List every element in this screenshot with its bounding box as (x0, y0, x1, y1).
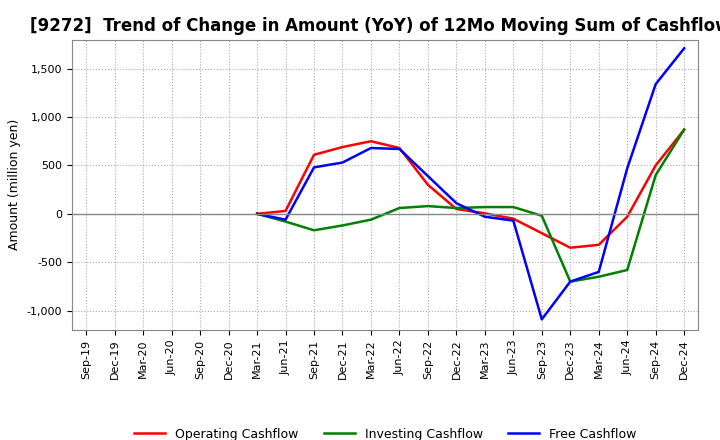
Free Cashflow (423, 173, 432, 179)
Investing Cashflow (310, 227, 318, 233)
Investing Cashflow (595, 274, 603, 279)
Title: [9272]  Trend of Change in Amount (YoY) of 12Mo Moving Sum of Cashflows: [9272] Trend of Change in Amount (YoY) o… (30, 17, 720, 35)
Free Cashflow (310, 165, 318, 170)
Line: Free Cashflow: Free Cashflow (257, 48, 684, 319)
Free Cashflow (338, 160, 347, 165)
Free Cashflow (509, 218, 518, 223)
Investing Cashflow (423, 203, 432, 209)
Operating Cashflow (423, 182, 432, 187)
Free Cashflow (253, 211, 261, 216)
Investing Cashflow (623, 268, 631, 273)
Free Cashflow (652, 81, 660, 87)
Free Cashflow (680, 46, 688, 51)
Investing Cashflow (680, 127, 688, 132)
Investing Cashflow (452, 205, 461, 211)
Investing Cashflow (282, 219, 290, 224)
Operating Cashflow (566, 245, 575, 250)
Operating Cashflow (452, 206, 461, 212)
Operating Cashflow (282, 208, 290, 213)
Operating Cashflow (366, 139, 375, 144)
Investing Cashflow (566, 279, 575, 284)
Free Cashflow (395, 147, 404, 152)
Operating Cashflow (537, 231, 546, 236)
Legend: Operating Cashflow, Investing Cashflow, Free Cashflow: Operating Cashflow, Investing Cashflow, … (129, 423, 642, 440)
Free Cashflow (623, 166, 631, 171)
Free Cashflow (480, 214, 489, 220)
Free Cashflow (452, 201, 461, 206)
Operating Cashflow (652, 163, 660, 168)
Operating Cashflow (480, 211, 489, 216)
Operating Cashflow (253, 211, 261, 216)
Operating Cashflow (310, 152, 318, 158)
Investing Cashflow (253, 211, 261, 216)
Operating Cashflow (509, 216, 518, 221)
Operating Cashflow (338, 144, 347, 150)
Investing Cashflow (366, 217, 375, 222)
Free Cashflow (537, 317, 546, 322)
Investing Cashflow (652, 172, 660, 178)
Free Cashflow (282, 217, 290, 222)
Operating Cashflow (623, 214, 631, 220)
Line: Investing Cashflow: Investing Cashflow (257, 130, 684, 282)
Investing Cashflow (509, 205, 518, 210)
Free Cashflow (595, 269, 603, 275)
Investing Cashflow (537, 213, 546, 218)
Operating Cashflow (395, 145, 404, 150)
Free Cashflow (366, 145, 375, 150)
Line: Operating Cashflow: Operating Cashflow (257, 130, 684, 248)
Y-axis label: Amount (million yen): Amount (million yen) (8, 119, 21, 250)
Investing Cashflow (480, 205, 489, 210)
Operating Cashflow (595, 242, 603, 247)
Operating Cashflow (680, 127, 688, 132)
Investing Cashflow (395, 205, 404, 211)
Free Cashflow (566, 279, 575, 284)
Investing Cashflow (338, 223, 347, 228)
